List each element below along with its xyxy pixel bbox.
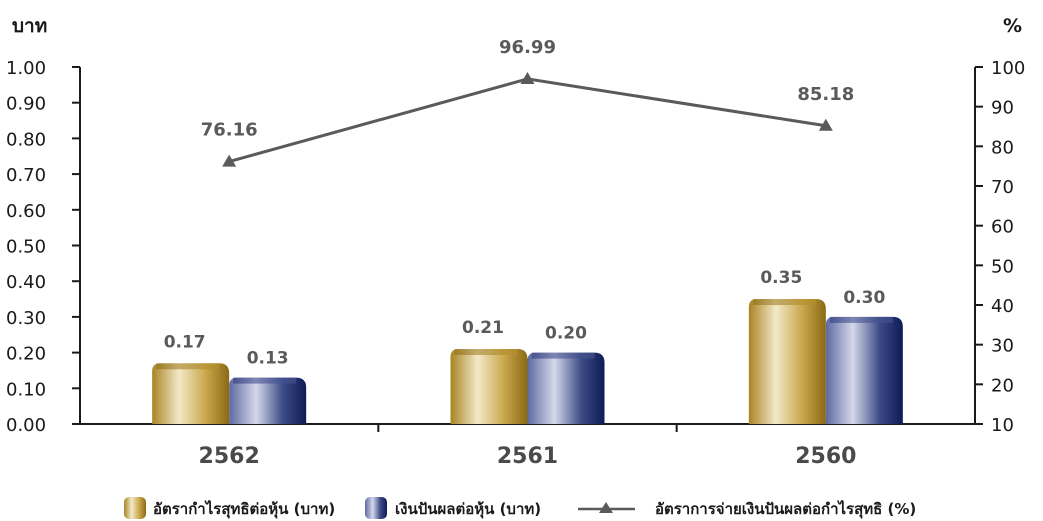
payout-marker	[222, 154, 237, 167]
left-axis-unit: บาท	[12, 15, 47, 37]
right-axis-unit: %	[1003, 15, 1022, 37]
payout-marker	[520, 71, 535, 84]
right-tick-label: 80	[991, 137, 1014, 158]
bar-body	[527, 352, 605, 424]
bar-top	[752, 299, 816, 306]
bar-top	[233, 377, 297, 384]
bar-dps	[825, 316, 903, 424]
legend-label-eps: อัตรากำไรสุทธิต่อหุ้น (บาท)	[153, 499, 335, 519]
left-tick-label: 0.60	[6, 201, 46, 222]
x-axis-ticks: 2562 2561 2560	[199, 424, 856, 469]
payout-marker	[818, 118, 833, 131]
bar-top	[156, 363, 220, 370]
payout-label: 96.99	[499, 37, 556, 58]
right-tick-label: 20	[991, 375, 1014, 396]
legend-item-payout: อัตราการจ่ายเงินปันผลต่อกำไรสุทธิ (%)	[578, 499, 916, 519]
payout-label: 85.18	[797, 84, 854, 105]
bar-top	[454, 349, 518, 356]
bar-eps-label: 0.35	[760, 268, 802, 288]
right-tick-label: 30	[991, 336, 1014, 357]
left-tick-label: 0.30	[6, 308, 46, 329]
legend: อัตรากำไรสุทธิต่อหุ้น (บาท) เงินปันผลต่อ…	[124, 497, 916, 519]
right-axis-ticks: 10 20 30 40 50 60 70 80 90 100	[975, 58, 1025, 436]
bar-eps	[152, 363, 230, 424]
bar-dps-label: 0.13	[247, 349, 289, 369]
bar-dps	[229, 377, 307, 424]
right-tick-label: 40	[991, 296, 1014, 317]
category-label: 2561	[497, 444, 558, 469]
legend-label-payout: อัตราการจ่ายเงินปันผลต่อกำไรสุทธิ (%)	[655, 499, 916, 519]
left-tick-label: 0.70	[6, 165, 46, 186]
bar-dps	[527, 352, 605, 424]
legend-marker-payout	[599, 502, 613, 513]
category-label: 2562	[199, 444, 260, 469]
left-axis-ticks: 0.00 0.10 0.20 0.30 0.40 0.50 0.60 0.70 0.80 0.90…	[6, 58, 80, 436]
bar-eps	[450, 349, 528, 424]
right-tick-label: 100	[991, 58, 1025, 79]
right-tick-label: 50	[991, 256, 1014, 277]
bar-dps-label: 0.30	[843, 288, 885, 308]
legend-item-dps: เงินปันผลต่อหุ้น (บาท)	[365, 497, 541, 519]
right-tick-label: 10	[991, 415, 1014, 436]
right-tick-label: 90	[991, 98, 1014, 119]
right-tick-label: 60	[991, 217, 1014, 238]
category-label: 2560	[795, 444, 856, 469]
payout-label: 76.16	[201, 120, 258, 141]
data-labels: 0.17 0.13 0.21 0.20 0.35 0.30 76.16 96.99 85.18	[164, 37, 886, 369]
legend-swatch-eps	[124, 497, 146, 519]
left-tick-label: 0.20	[6, 344, 46, 365]
bars	[152, 299, 903, 424]
left-tick-label: 0.10	[6, 379, 46, 400]
bar-body	[748, 299, 826, 424]
legend-label-dps: เงินปันผลต่อหุ้น (บาท)	[395, 500, 541, 519]
left-tick-label: 0.90	[6, 94, 46, 115]
legend-item-eps: อัตรากำไรสุทธิต่อหุ้น (บาท)	[124, 497, 335, 519]
left-tick-label: 1.00	[6, 58, 46, 79]
bar-eps-label: 0.17	[164, 332, 206, 352]
bar-body	[229, 377, 307, 424]
payout-line	[222, 71, 833, 167]
bar-body	[450, 349, 528, 424]
left-tick-label: 0.40	[6, 272, 46, 293]
left-tick-label: 0.00	[6, 415, 46, 436]
left-tick-label: 0.80	[6, 129, 46, 150]
bar-top	[531, 352, 595, 359]
bar-top	[829, 316, 893, 323]
bar-dps-label: 0.20	[545, 324, 587, 344]
bar-body	[152, 363, 230, 424]
left-tick-label: 0.50	[6, 237, 46, 258]
bar-body	[825, 316, 903, 424]
legend-swatch-dps	[365, 497, 387, 519]
bar-eps	[748, 299, 826, 424]
bar-eps-label: 0.21	[462, 318, 504, 338]
payout-line-path	[228, 77, 827, 164]
right-tick-label: 70	[991, 177, 1014, 198]
